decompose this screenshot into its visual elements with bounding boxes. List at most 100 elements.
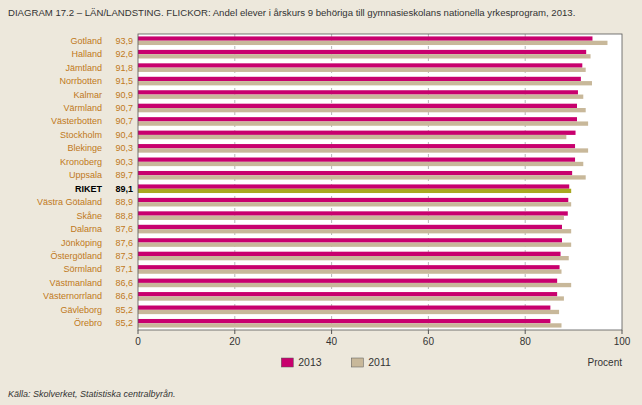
tick-mark <box>331 330 332 334</box>
tick-mark <box>428 330 429 334</box>
bar <box>138 95 583 99</box>
bar <box>138 175 586 179</box>
bar <box>138 189 571 193</box>
category-label: Stockholm <box>60 130 102 140</box>
category-label: Örebro <box>74 318 102 328</box>
bar <box>138 131 576 135</box>
plot-frame <box>138 34 622 330</box>
value-label: 91,8 <box>115 63 133 73</box>
value-label: 92,6 <box>115 49 133 59</box>
category-label: Värmland <box>63 103 102 113</box>
category-label: Västmanland <box>49 278 102 288</box>
category-label: Norrbotten <box>59 76 102 86</box>
value-label: 87,6 <box>115 224 133 234</box>
category-label: Sörmland <box>63 264 102 274</box>
value-label: 89,1 <box>115 184 133 194</box>
tick-label: 60 <box>423 336 435 347</box>
bar <box>138 162 583 166</box>
category-label: Kalmar <box>73 90 102 100</box>
bar <box>138 292 557 296</box>
value-label: 85,2 <box>115 305 133 315</box>
bar <box>138 81 592 85</box>
value-label: 90,3 <box>115 157 133 167</box>
bar <box>138 41 607 45</box>
bar <box>138 310 559 314</box>
bar <box>138 50 586 54</box>
bar <box>138 225 562 229</box>
value-label: 93,9 <box>115 36 133 46</box>
category-label: Jämtland <box>65 63 102 73</box>
bar <box>138 198 568 202</box>
bar <box>138 158 575 162</box>
bar <box>138 117 577 121</box>
value-label: 87,3 <box>115 251 133 261</box>
bar <box>138 36 592 40</box>
tick-label: 100 <box>614 336 631 347</box>
bar <box>138 108 586 112</box>
bar <box>138 252 561 256</box>
category-labels: Gotland 93,9 Halland 92,6 Jämtland 91,8 Norrbo… <box>37 36 133 329</box>
value-label: 90,9 <box>115 90 133 100</box>
bar <box>138 269 562 273</box>
category-label: Östergötland <box>50 251 102 261</box>
category-label: Västerbotten <box>51 116 102 126</box>
grid: 020406080100 <box>135 34 631 347</box>
plot-background <box>138 34 622 330</box>
value-label: 90,7 <box>115 103 133 113</box>
category-label: Jönköping <box>61 238 102 248</box>
bar <box>138 54 591 58</box>
category-label: Västernorrland <box>43 291 102 301</box>
bar <box>138 184 569 188</box>
category-label: RIKET <box>75 184 103 194</box>
value-label: 88,8 <box>115 211 133 221</box>
category-label: Uppsala <box>69 170 102 180</box>
bar <box>138 279 557 283</box>
category-label: Dalarna <box>70 224 102 234</box>
value-label: 90,3 <box>115 143 133 153</box>
tick-label: 20 <box>229 336 241 347</box>
value-label: 85,2 <box>115 318 133 328</box>
legend-label: 2013 <box>298 356 322 368</box>
value-label: 88,9 <box>115 197 133 207</box>
value-label: 87,1 <box>115 264 133 274</box>
category-label: Kronoberg <box>60 157 102 167</box>
value-label: 87,6 <box>115 238 133 248</box>
bar <box>138 216 564 220</box>
legend-label: 2011 <box>368 356 391 368</box>
legend-swatch <box>281 358 293 367</box>
tick-label: 80 <box>520 336 532 347</box>
tick-label: 0 <box>135 336 141 347</box>
bar <box>138 135 566 139</box>
bar <box>138 104 577 108</box>
tick-mark <box>622 330 623 334</box>
bar <box>138 202 571 206</box>
bar <box>138 243 571 247</box>
title: DIAGRAM 17.2 – LÄN/LANDSTING. FLICKOR: A… <box>8 7 575 18</box>
value-label: 91,5 <box>115 76 133 86</box>
axis-label: Procent <box>588 357 623 368</box>
bar <box>138 238 562 242</box>
category-label: Gotland <box>70 36 102 46</box>
category-label: Västra Götaland <box>37 197 102 207</box>
bar <box>138 211 568 215</box>
value-label: 86,6 <box>115 291 133 301</box>
value-label: 86,6 <box>115 278 133 288</box>
bar <box>138 90 578 94</box>
legend-swatch <box>351 358 363 367</box>
bar <box>138 148 588 152</box>
bar <box>138 256 569 260</box>
bar <box>138 63 582 67</box>
chart: DIAGRAM 17.2 – LÄN/LANDSTING. FLICKOR: A… <box>0 0 642 405</box>
bar <box>138 306 550 310</box>
bar <box>138 229 571 233</box>
tick-mark <box>138 330 139 334</box>
source: Källa: Skolverket, Statistiska centralby… <box>8 389 176 399</box>
bar <box>138 323 562 327</box>
category-label: Skåne <box>76 211 102 221</box>
bar <box>138 144 575 148</box>
bar <box>138 77 581 81</box>
category-label: Halland <box>71 49 102 59</box>
bar <box>138 121 588 125</box>
bar <box>138 283 571 287</box>
tick-mark <box>525 330 526 334</box>
